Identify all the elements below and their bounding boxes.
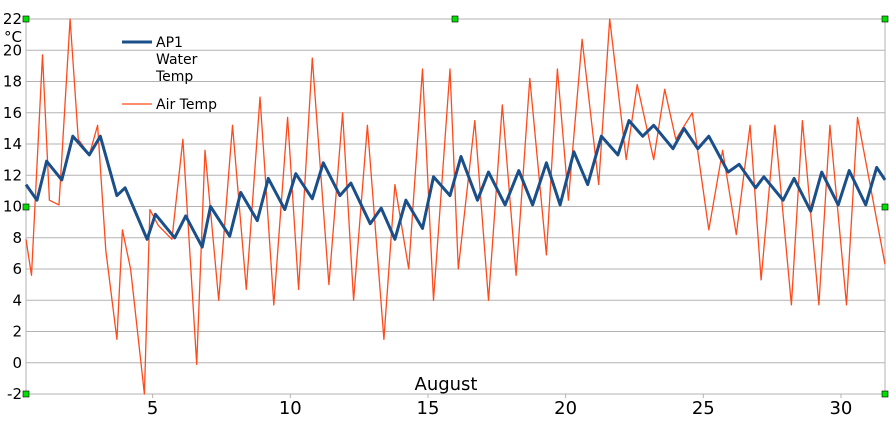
resize-handle[interactable] (881, 390, 889, 398)
y-tick-label: 12 (3, 166, 22, 184)
y-tick-label: 22 (3, 10, 22, 28)
resize-handle[interactable] (881, 15, 889, 23)
selection-handles[interactable] (22, 15, 889, 398)
series-line-water-temp (24, 119, 887, 249)
resize-handle[interactable] (451, 15, 459, 23)
x-axis-ticks: 5 10 15 20 25 30 (147, 394, 852, 419)
resize-handle[interactable] (22, 15, 30, 23)
y-tick-label: 2 (12, 323, 22, 341)
y-tick-label: 0 (12, 354, 22, 372)
y-tick-label: 6 (12, 260, 22, 278)
x-tick-label: 25 (692, 398, 715, 419)
legend-label-water: AP1 Water Temp (155, 35, 198, 85)
y-tick-label: 8 (12, 229, 22, 247)
y-tick-label: -2 (7, 385, 22, 403)
resize-handle[interactable] (881, 203, 889, 211)
x-axis-label: August (415, 374, 478, 395)
y-tick-label: 14 (3, 135, 22, 153)
y-tick-label: 18 (3, 73, 22, 91)
y-tick-label: 4 (12, 291, 22, 309)
resize-handle[interactable] (22, 203, 30, 211)
legend: AP1 Water Temp Air Temp (122, 35, 217, 113)
x-tick-label: 15 (417, 398, 440, 419)
y-axis-ticks: -2 0 2 4 6 8 10 12 14 16 18 20 22 (3, 10, 22, 403)
series-line-air-temp (25, 18, 886, 395)
series-lines (24, 18, 887, 395)
resize-handle[interactable] (22, 390, 30, 398)
x-tick-label: 5 (147, 398, 158, 419)
legend-label-air: Air Temp (156, 97, 217, 113)
x-tick-label: 20 (554, 398, 577, 419)
y-tick-label: 20 (3, 41, 22, 59)
y-tick-label: 16 (3, 104, 22, 122)
y-tick-label: 10 (3, 198, 22, 216)
y-axis-label: °C (4, 28, 22, 46)
x-tick-label: 10 (279, 398, 302, 419)
x-tick-label: 30 (829, 398, 852, 419)
